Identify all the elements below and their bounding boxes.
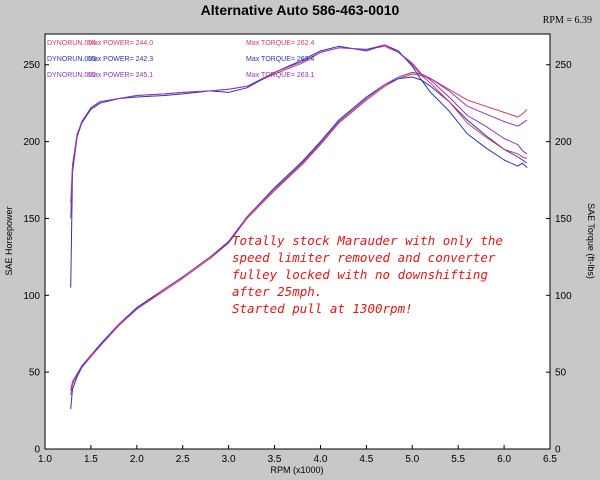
legend-run-label: DYNORUN.003 <box>47 56 96 63</box>
annotation-line: after 25mph. <box>232 284 322 299</box>
y-axis-label: SAE Horsepower <box>4 206 14 275</box>
legend-run-label: DYNORUN.004 <box>47 40 96 47</box>
y-tick-label: 200 <box>23 137 40 148</box>
y2-axis-label: SAE Torque (ft-lbs) <box>586 203 596 279</box>
x-tick-label: 1.5 <box>84 454 98 465</box>
x-tick-label: 3.0 <box>222 454 236 465</box>
legend-max-torque: Max TORQUE= 262.4 <box>246 40 315 47</box>
annotation-note: Totally stock Marauder with only the spe… <box>232 233 503 316</box>
x-tick-label: 4.0 <box>314 454 328 465</box>
torque-curve-dynorun-003 <box>70 44 528 288</box>
y2-tick-label: 250 <box>555 60 572 71</box>
x-tick-label: 2.5 <box>176 454 190 465</box>
x-tick-label: 4.5 <box>359 454 373 465</box>
power-curve-dynorun-002 <box>70 71 528 391</box>
x-tick-label: 2.0 <box>130 454 144 465</box>
legend-max-power: Max POWER= 245.1 <box>88 72 153 79</box>
x-tick-label: 5.5 <box>451 454 465 465</box>
y2-tick-label: 0 <box>555 445 561 456</box>
y-tick-label: 150 <box>23 214 40 225</box>
y2-tick-label: 200 <box>555 137 572 148</box>
y2-tick-label: 50 <box>555 368 567 379</box>
rpm-readout: RPM = 6.39 <box>543 15 592 26</box>
x-tick-label: 3.5 <box>268 454 282 465</box>
torque-curve-dynorun-002 <box>70 44 528 219</box>
x-tick-label: 5.0 <box>405 454 419 465</box>
data-lines <box>70 44 528 410</box>
y-tick-label: 0 <box>34 445 40 456</box>
plot-area <box>44 33 551 450</box>
chart-title: Alternative Auto 586-463-0010 <box>201 2 400 18</box>
y2-tick-label: 100 <box>555 291 572 302</box>
x-tick-label: 6.0 <box>497 454 511 465</box>
legend-run-label: DYNORUN.002 <box>47 72 96 79</box>
x-tick-label: 1.0 <box>38 454 52 465</box>
legend-max-torque: Max TORQUE= 263.4 <box>246 56 315 63</box>
legend-max-power: Max POWER= 242.3 <box>88 56 153 63</box>
axis-ticks: 1.0 1.5 2.0 2.5 3.0 3.5 4.0 4.5 5.0 5.5 6.0 6.50 050… <box>23 60 572 465</box>
x-axis-label: RPM (x1000) <box>270 465 323 475</box>
y2-tick-label: 150 <box>555 214 572 225</box>
y-tick-label: 250 <box>23 60 40 71</box>
annotation-line: Started pull at 1300rpm! <box>232 301 413 316</box>
annotation-line: Totally stock Marauder with only the <box>232 233 503 248</box>
annotation-line: speed limiter removed and converter <box>232 250 496 265</box>
power-curve-dynorun-003 <box>70 76 528 410</box>
x-tick-label: 6.5 <box>543 454 557 465</box>
y-tick-label: 100 <box>23 291 40 302</box>
annotation-line: fulley locked with no downshifting <box>232 267 488 282</box>
legend-max-power: Max POWER= 244.0 <box>88 40 153 47</box>
y-tick-label: 50 <box>29 368 41 379</box>
legend-max-torque: Max TORQUE= 263.1 <box>246 72 315 79</box>
